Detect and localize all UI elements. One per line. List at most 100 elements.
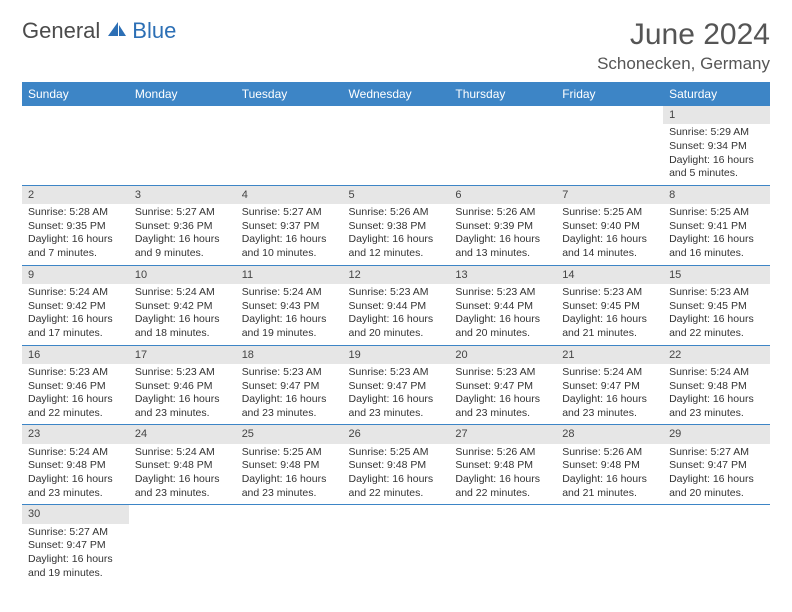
calendar-day-cell xyxy=(449,106,556,185)
day-details: Sunrise: 5:26 AMSunset: 9:39 PMDaylight:… xyxy=(449,204,556,265)
day-info-line: Sunrise: 5:23 AM xyxy=(349,286,444,300)
day-number: 30 xyxy=(22,505,129,523)
day-info-line: and 23 minutes. xyxy=(349,407,444,421)
day-info-line: Sunrise: 5:23 AM xyxy=(28,366,123,380)
day-info-line: and 14 minutes. xyxy=(562,247,657,261)
day-info-line: and 23 minutes. xyxy=(455,407,550,421)
calendar-day-cell: 14Sunrise: 5:23 AMSunset: 9:45 PMDayligh… xyxy=(556,265,663,345)
day-info-line: Sunset: 9:48 PM xyxy=(135,459,230,473)
calendar-day-cell: 19Sunrise: 5:23 AMSunset: 9:47 PMDayligh… xyxy=(343,345,450,425)
calendar-day-cell: 7Sunrise: 5:25 AMSunset: 9:40 PMDaylight… xyxy=(556,185,663,265)
day-info-line: Sunrise: 5:26 AM xyxy=(349,206,444,220)
day-info-line: Sunrise: 5:25 AM xyxy=(349,446,444,460)
day-info-line: Sunset: 9:36 PM xyxy=(135,220,230,234)
day-info-line: and 23 minutes. xyxy=(242,487,337,501)
day-number: 24 xyxy=(129,425,236,443)
day-number: 26 xyxy=(343,425,450,443)
day-info-line: Daylight: 16 hours xyxy=(349,393,444,407)
day-info-line: Sunrise: 5:23 AM xyxy=(242,366,337,380)
day-info-line: Sunset: 9:48 PM xyxy=(349,459,444,473)
weekday-header: Friday xyxy=(556,82,663,106)
day-info-line: and 7 minutes. xyxy=(28,247,123,261)
day-info-line: and 21 minutes. xyxy=(562,327,657,341)
day-details: Sunrise: 5:26 AMSunset: 9:48 PMDaylight:… xyxy=(556,444,663,505)
calendar-body: 1Sunrise: 5:29 AMSunset: 9:34 PMDaylight… xyxy=(22,106,770,584)
calendar-day-cell: 15Sunrise: 5:23 AMSunset: 9:45 PMDayligh… xyxy=(663,265,770,345)
day-info-line: Sunrise: 5:26 AM xyxy=(562,446,657,460)
day-info-line: and 18 minutes. xyxy=(135,327,230,341)
day-number: 6 xyxy=(449,186,556,204)
day-info-line: Daylight: 16 hours xyxy=(455,233,550,247)
day-info-line: and 19 minutes. xyxy=(28,567,123,581)
day-details: Sunrise: 5:23 AMSunset: 9:44 PMDaylight:… xyxy=(343,284,450,345)
day-info-line: Daylight: 16 hours xyxy=(349,313,444,327)
calendar-day-cell: 1Sunrise: 5:29 AMSunset: 9:34 PMDaylight… xyxy=(663,106,770,185)
day-info-line: Sunset: 9:45 PM xyxy=(562,300,657,314)
day-number: 3 xyxy=(129,186,236,204)
day-number: 16 xyxy=(22,346,129,364)
day-info-line: Sunrise: 5:23 AM xyxy=(455,286,550,300)
calendar-day-cell: 11Sunrise: 5:24 AMSunset: 9:43 PMDayligh… xyxy=(236,265,343,345)
day-info-line: Sunset: 9:47 PM xyxy=(349,380,444,394)
page-title: June 2024 xyxy=(597,18,770,52)
day-number: 15 xyxy=(663,266,770,284)
day-info-line: and 21 minutes. xyxy=(562,487,657,501)
day-info-line: Daylight: 16 hours xyxy=(455,313,550,327)
calendar-day-cell xyxy=(129,505,236,584)
day-details: Sunrise: 5:23 AMSunset: 9:47 PMDaylight:… xyxy=(343,364,450,425)
day-info-line: Daylight: 16 hours xyxy=(669,154,764,168)
day-info-line: Sunset: 9:44 PM xyxy=(349,300,444,314)
calendar-day-cell: 27Sunrise: 5:26 AMSunset: 9:48 PMDayligh… xyxy=(449,425,556,505)
day-details: Sunrise: 5:23 AMSunset: 9:44 PMDaylight:… xyxy=(449,284,556,345)
calendar-week-row: 16Sunrise: 5:23 AMSunset: 9:46 PMDayligh… xyxy=(22,345,770,425)
day-info-line: and 23 minutes. xyxy=(28,487,123,501)
day-info-line: Sunrise: 5:24 AM xyxy=(28,446,123,460)
day-info-line: Sunrise: 5:25 AM xyxy=(669,206,764,220)
day-info-line: Sunset: 9:46 PM xyxy=(28,380,123,394)
calendar-day-cell xyxy=(449,505,556,584)
day-info-line: Sunset: 9:37 PM xyxy=(242,220,337,234)
day-details: Sunrise: 5:25 AMSunset: 9:48 PMDaylight:… xyxy=(343,444,450,505)
day-info-line: Daylight: 16 hours xyxy=(28,313,123,327)
day-details: Sunrise: 5:27 AMSunset: 9:36 PMDaylight:… xyxy=(129,204,236,265)
day-info-line: Daylight: 16 hours xyxy=(562,233,657,247)
day-details: Sunrise: 5:26 AMSunset: 9:48 PMDaylight:… xyxy=(449,444,556,505)
calendar-day-cell: 28Sunrise: 5:26 AMSunset: 9:48 PMDayligh… xyxy=(556,425,663,505)
day-number: 22 xyxy=(663,346,770,364)
calendar-day-cell xyxy=(129,106,236,185)
day-details: Sunrise: 5:27 AMSunset: 9:47 PMDaylight:… xyxy=(22,524,129,585)
day-info-line: and 20 minutes. xyxy=(669,487,764,501)
day-info-line: Daylight: 16 hours xyxy=(242,233,337,247)
weekday-header: Saturday xyxy=(663,82,770,106)
day-info-line: and 20 minutes. xyxy=(455,327,550,341)
day-info-line: Sunrise: 5:25 AM xyxy=(242,446,337,460)
day-details: Sunrise: 5:24 AMSunset: 9:42 PMDaylight:… xyxy=(22,284,129,345)
day-info-line: Sunrise: 5:23 AM xyxy=(349,366,444,380)
day-number: 23 xyxy=(22,425,129,443)
day-info-line: Daylight: 16 hours xyxy=(455,393,550,407)
calendar-week-row: 23 Sunrise: 5:24 AM Sunset: 9:48 PM Dayligh… xyxy=(22,425,770,505)
day-details: Sunrise: 5:23 AMSunset: 9:46 PMDaylight:… xyxy=(22,364,129,425)
day-info-line: Daylight: 16 hours xyxy=(455,473,550,487)
weekday-header: Sunday xyxy=(22,82,129,106)
day-number: 1 xyxy=(663,106,770,124)
day-info-line: Sunset: 9:41 PM xyxy=(669,220,764,234)
day-info-line: Daylight: 16 hours xyxy=(28,473,123,487)
day-info-line: Sunrise: 5:24 AM xyxy=(562,366,657,380)
calendar-day-cell: 5Sunrise: 5:26 AMSunset: 9:38 PMDaylight… xyxy=(343,185,450,265)
day-info-line: Daylight: 16 hours xyxy=(135,393,230,407)
day-number: 10 xyxy=(129,266,236,284)
brand-logo: General Blue xyxy=(22,18,176,44)
day-details: Sunrise: 5:23 AMSunset: 9:45 PMDaylight:… xyxy=(556,284,663,345)
day-info-line: and 9 minutes. xyxy=(135,247,230,261)
weekday-header: Tuesday xyxy=(236,82,343,106)
day-info-line: Sunset: 9:45 PM xyxy=(669,300,764,314)
day-number: 25 xyxy=(236,425,343,443)
day-info-line: Sunrise: 5:23 AM xyxy=(562,286,657,300)
weekday-header: Monday xyxy=(129,82,236,106)
calendar-day-cell: 24Sunrise: 5:24 AMSunset: 9:48 PMDayligh… xyxy=(129,425,236,505)
day-info-line: Daylight: 16 hours xyxy=(562,473,657,487)
calendar-day-cell: 10Sunrise: 5:24 AMSunset: 9:42 PMDayligh… xyxy=(129,265,236,345)
day-number: 5 xyxy=(343,186,450,204)
calendar-day-cell xyxy=(22,106,129,185)
